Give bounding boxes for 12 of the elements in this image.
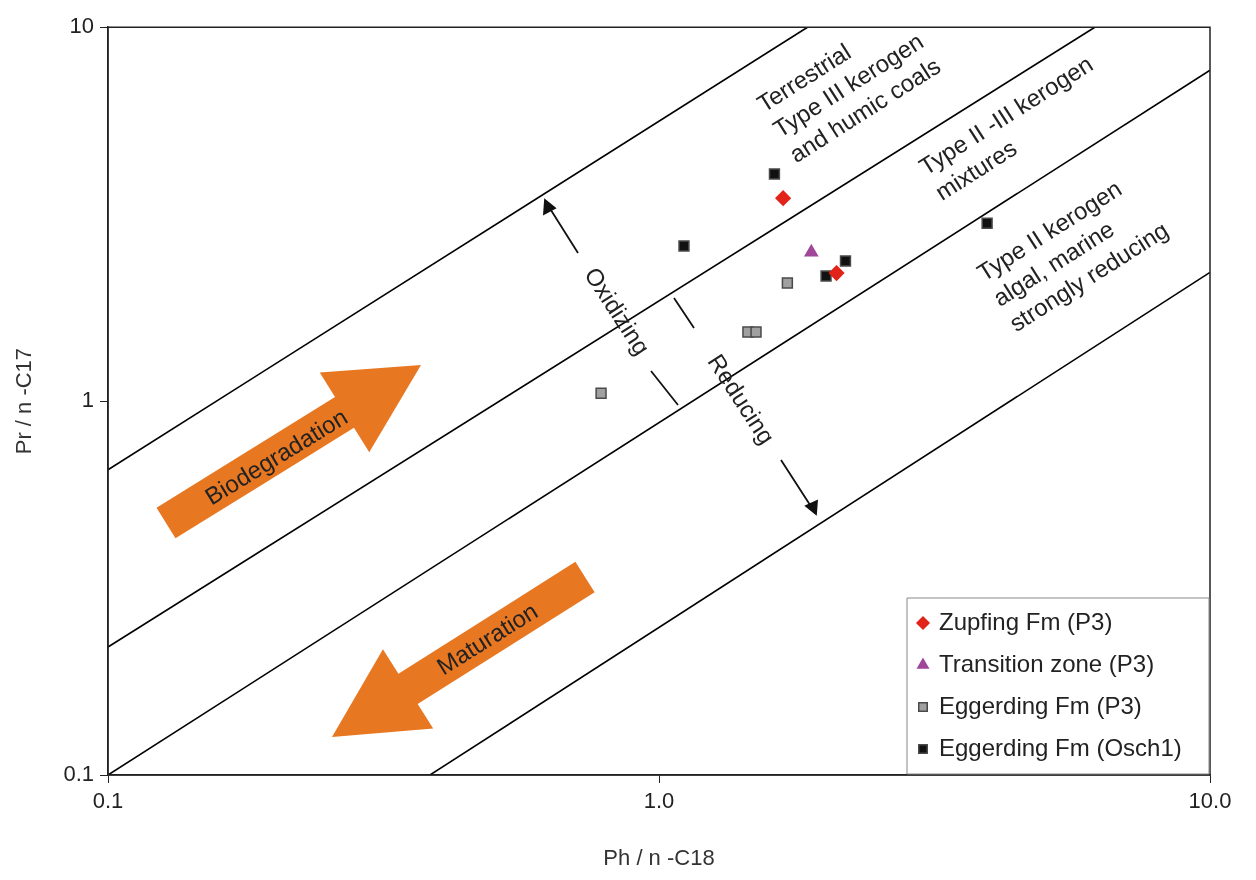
x-tick-label: 1.0 xyxy=(643,788,675,814)
legend-label: Transition zone (P3) xyxy=(939,649,1155,677)
legend-label: Zupfing Fm (P3) xyxy=(939,607,1113,635)
y-axis-title: Pr / n -C17 xyxy=(11,347,37,455)
x-axis-title: Ph / n -C18 xyxy=(603,844,715,870)
legend-label: Eggerding Fm (Osch1) xyxy=(939,733,1182,761)
x-tick-label: 0.1 xyxy=(92,788,124,814)
y-tick-label: 0.1 xyxy=(63,761,94,787)
y-tick-label: 1 xyxy=(81,387,94,413)
y-tick-label: 10 xyxy=(69,13,94,39)
legend-label: Eggerding Fm (P3) xyxy=(939,691,1142,719)
x-tick-label: 10.0 xyxy=(1188,788,1232,814)
